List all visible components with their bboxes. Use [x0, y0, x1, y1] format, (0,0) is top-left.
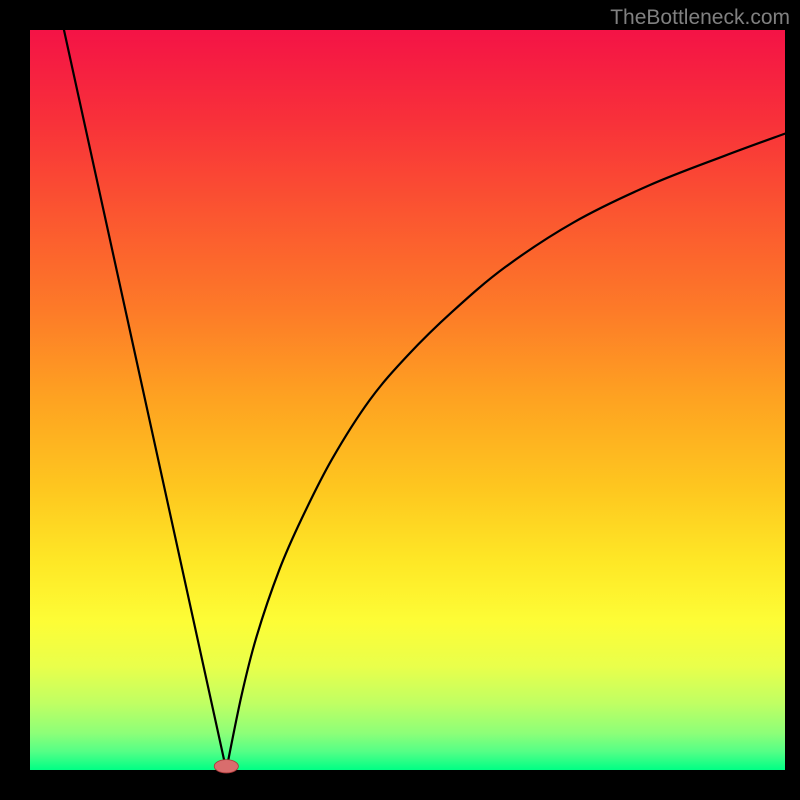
bottleneck-chart [0, 0, 800, 800]
watermark-text: TheBottleneck.com [610, 6, 790, 30]
chart-svg [0, 0, 800, 800]
